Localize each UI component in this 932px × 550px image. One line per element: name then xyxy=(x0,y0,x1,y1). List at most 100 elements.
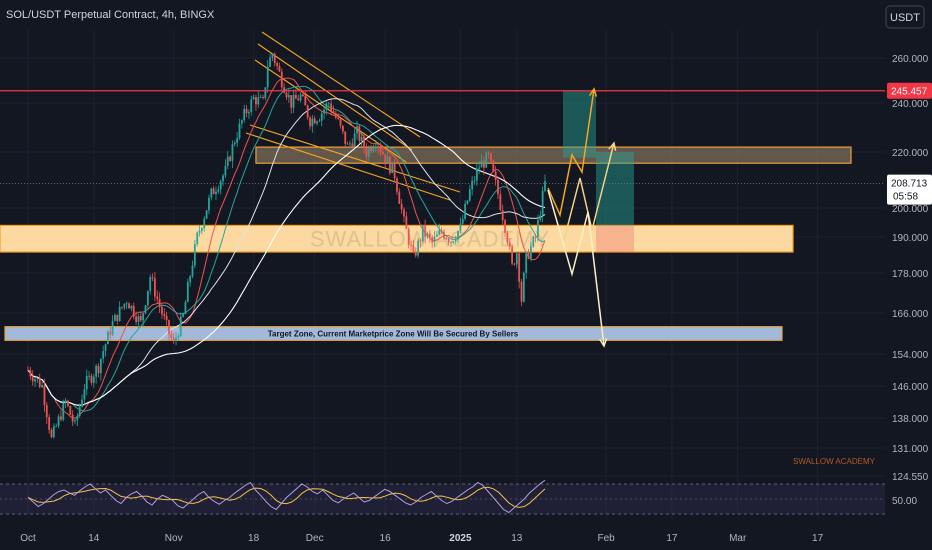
candle-body xyxy=(250,99,253,112)
candle-body xyxy=(29,370,32,377)
candle-body xyxy=(377,146,380,148)
candle-body xyxy=(342,125,344,132)
candle-body xyxy=(109,331,112,335)
candle-body xyxy=(457,231,459,240)
candle-body xyxy=(330,103,333,112)
candle-body xyxy=(252,97,255,100)
candle-body xyxy=(309,117,311,127)
candle-body xyxy=(525,251,528,273)
candle-body xyxy=(297,98,300,101)
candle-body xyxy=(391,163,394,173)
candle-body xyxy=(60,416,62,420)
candle-body xyxy=(67,400,69,406)
candle-body xyxy=(356,126,358,134)
candle-body xyxy=(363,136,365,149)
candle-body xyxy=(419,240,422,242)
candle-body xyxy=(372,148,375,152)
candle-body xyxy=(264,87,267,98)
candle-body xyxy=(534,236,537,238)
candle-body xyxy=(384,154,387,163)
grid-layer xyxy=(0,30,885,518)
candle-body xyxy=(257,97,260,105)
candle-body xyxy=(38,378,41,388)
candle-body xyxy=(76,416,79,421)
target-zone xyxy=(4,326,783,341)
candle-body xyxy=(156,296,159,299)
x-tick-label: Mar xyxy=(729,533,747,544)
candle-body xyxy=(292,94,295,108)
candle-body xyxy=(170,334,173,338)
candle-body xyxy=(295,94,297,99)
candle-body xyxy=(499,194,502,211)
candle-body xyxy=(424,225,427,237)
candle-body xyxy=(142,313,145,321)
rsi-pane xyxy=(0,479,885,515)
bullish-arrow-1 xyxy=(547,88,595,218)
candle-body xyxy=(490,153,492,161)
candle-body xyxy=(41,385,43,388)
candle-body xyxy=(492,160,495,172)
candle-body xyxy=(290,95,293,108)
candle-body xyxy=(50,429,53,438)
candle-body xyxy=(231,144,234,161)
candle-body xyxy=(537,219,539,237)
candle-body xyxy=(389,156,391,173)
candle-body xyxy=(508,242,511,247)
candle-body xyxy=(304,96,307,106)
y-tick-label: 220.000 xyxy=(892,148,929,159)
x-tick-label: 18 xyxy=(248,533,260,544)
candle-body xyxy=(327,103,330,105)
candle-body xyxy=(278,66,281,72)
target-zone-label: Target Zone, Current Marketprice Zone Wi… xyxy=(268,330,519,339)
candle-body xyxy=(177,336,180,338)
candle-body xyxy=(438,230,441,235)
candle-body xyxy=(473,180,476,182)
countdown-label: 05:58 xyxy=(893,192,918,203)
candle-body xyxy=(518,253,521,282)
candle-body xyxy=(302,94,304,97)
candle-body xyxy=(544,181,546,191)
candle-body xyxy=(36,378,39,380)
candle-body xyxy=(349,143,351,145)
candle-body xyxy=(527,251,530,259)
candle-body xyxy=(436,234,438,237)
currency-button[interactable]: USDT xyxy=(885,5,925,29)
candle-body xyxy=(468,189,471,201)
candle-body xyxy=(374,146,377,149)
x-tick-label: Dec xyxy=(306,533,324,544)
candle-body xyxy=(85,376,88,390)
candle-body xyxy=(146,290,149,306)
candle-body xyxy=(445,238,448,240)
candle-body xyxy=(311,118,314,127)
candle-body xyxy=(276,62,278,67)
x-tick-label: 14 xyxy=(88,533,100,544)
candle-body xyxy=(52,426,55,438)
candle-body xyxy=(450,242,452,243)
candle-body xyxy=(433,236,436,243)
candle-body xyxy=(351,143,354,147)
y-tick-label: 240.000 xyxy=(892,99,929,110)
candle-body xyxy=(346,143,349,145)
x-axis[interactable]: Oct 14 Nov 18 Dec 16 2025 13 Feb 17 Mar 17 xyxy=(20,533,823,544)
candle-body xyxy=(464,203,466,219)
candle-body xyxy=(245,108,248,114)
x-tick-label: Oct xyxy=(20,533,36,544)
supply-zone xyxy=(255,146,852,164)
candle-body xyxy=(233,142,236,145)
candle-body xyxy=(334,113,337,118)
candle-body xyxy=(344,131,347,144)
candle-body xyxy=(128,303,130,309)
x-tick-label: 17 xyxy=(666,533,678,544)
candle-body xyxy=(186,282,189,303)
candle-body xyxy=(358,126,361,141)
candle-body xyxy=(198,230,201,233)
moving-average-line xyxy=(27,124,546,406)
y-tick-label: 166.000 xyxy=(892,309,929,320)
candle-body xyxy=(163,314,166,316)
candle-body xyxy=(522,272,525,302)
candle-body xyxy=(64,400,67,403)
candle-body xyxy=(229,156,231,161)
y-axis[interactable]: 260.000 240.000 220.000 200.000 190.000 178.0… xyxy=(892,54,929,483)
candle-body xyxy=(88,375,90,377)
